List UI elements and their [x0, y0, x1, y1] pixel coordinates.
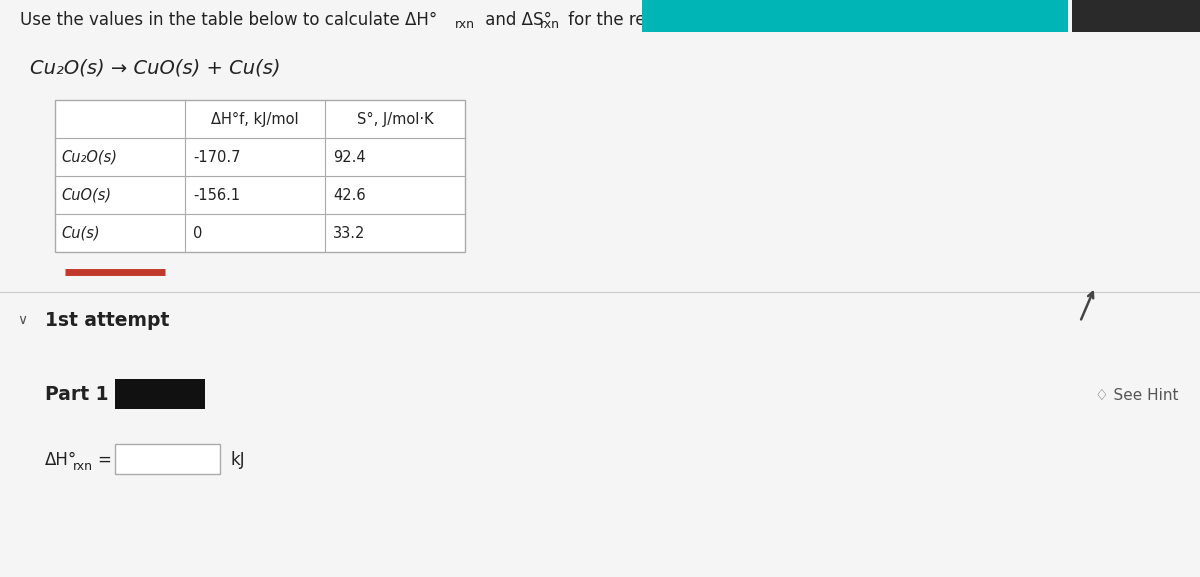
- Text: CuO(s): CuO(s): [61, 188, 112, 203]
- Text: and ΔS°: and ΔS°: [480, 11, 552, 29]
- Text: ♢ See Hint: ♢ See Hint: [1096, 388, 1178, 403]
- Text: 33.2: 33.2: [334, 226, 365, 241]
- Text: 92.4: 92.4: [334, 149, 366, 164]
- Text: Part 1: Part 1: [46, 385, 108, 404]
- Bar: [115, 444, 220, 474]
- Text: 0: 0: [193, 226, 203, 241]
- Text: 1st attempt: 1st attempt: [46, 310, 169, 329]
- Text: Cu₂O(s) → CuO(s) + Cu(s): Cu₂O(s) → CuO(s) + Cu(s): [30, 58, 281, 77]
- Text: kJ: kJ: [230, 451, 245, 469]
- Text: ∨: ∨: [17, 313, 28, 327]
- Text: rxn: rxn: [455, 17, 475, 31]
- Text: ΔH°f, kJ/mol: ΔH°f, kJ/mol: [211, 111, 299, 126]
- Text: for the reaction: for the reaction: [563, 11, 697, 29]
- Bar: [642, 0, 1068, 32]
- Text: Cu(s): Cu(s): [61, 226, 100, 241]
- Text: 42.6: 42.6: [334, 188, 366, 203]
- Bar: [1072, 0, 1200, 32]
- Text: ΔH°: ΔH°: [46, 451, 77, 469]
- Bar: [55, 100, 466, 252]
- Text: Use the values in the table below to calculate ΔH°: Use the values in the table below to cal…: [20, 11, 437, 29]
- Text: -156.1: -156.1: [193, 188, 240, 203]
- Text: Cu₂O(s): Cu₂O(s): [61, 149, 118, 164]
- Text: S°, J/mol·K: S°, J/mol·K: [356, 111, 433, 126]
- Text: rxn: rxn: [540, 17, 560, 31]
- Text: rxn: rxn: [73, 459, 94, 473]
- Text: =: =: [97, 451, 110, 469]
- Bar: [115, 379, 205, 409]
- Text: -170.7: -170.7: [193, 149, 240, 164]
